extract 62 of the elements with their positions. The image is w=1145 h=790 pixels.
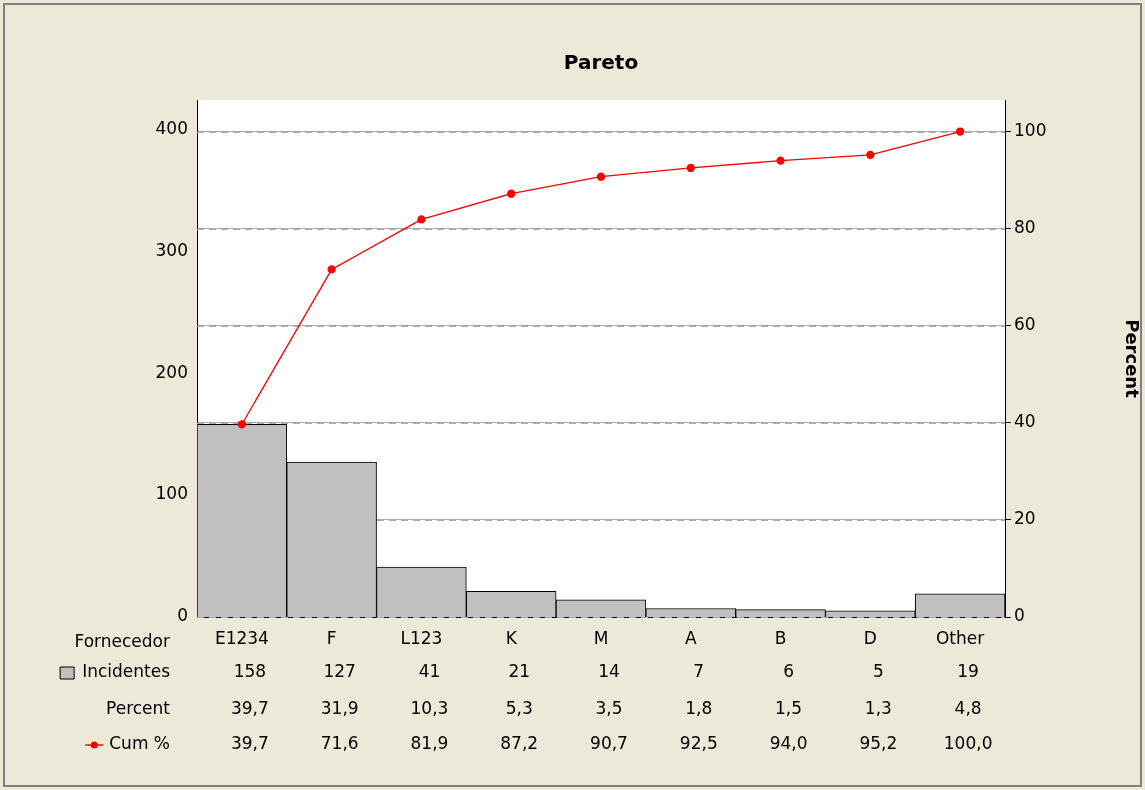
data-label: 100,0: [943, 733, 993, 754]
data-label: 19: [957, 661, 979, 682]
data-label: 41: [418, 661, 441, 682]
x-tick-label: E1234: [214, 627, 269, 648]
data-label: 87,2: [500, 733, 539, 754]
y-tick-label: 200: [155, 361, 188, 382]
x-tick-label: K: [505, 627, 518, 648]
y2-tick-label: 0: [1014, 605, 1025, 626]
x-tick-label: F: [326, 627, 337, 648]
text: Percent: [106, 698, 171, 719]
data-label: 95,2: [859, 733, 898, 754]
text: 10,3: [410, 698, 449, 719]
point: [507, 189, 516, 198]
point: [776, 156, 785, 165]
data-label: 90,7: [590, 733, 628, 754]
y2-tick-label: 40: [1014, 411, 1036, 432]
x-tick-label: Other: [935, 627, 985, 648]
x-tick-label: B: [774, 627, 787, 648]
data-label: 71,6: [320, 733, 359, 754]
y2-tick-label: 100: [1014, 119, 1047, 140]
y-tick-label: 0: [177, 605, 188, 626]
y2-tick-label: 80: [1014, 217, 1036, 238]
text: 4,8: [954, 698, 982, 719]
text: 1,3: [864, 698, 892, 719]
text: 5,3: [505, 698, 533, 719]
point: [417, 215, 426, 224]
data-label: 6: [783, 661, 794, 682]
y2-tick-label: 60: [1014, 314, 1036, 335]
y2-axis-title: Percent: [1121, 319, 1143, 399]
point: [596, 172, 606, 181]
y-tick-label: 300: [155, 239, 188, 260]
x-tick-label: D: [863, 627, 877, 648]
chart-title: Pareto: [563, 50, 639, 75]
x-axis-title: Fornecedor: [74, 631, 171, 652]
data-label: 127: [323, 661, 356, 682]
point: [327, 265, 336, 274]
legend-label: Cum %: [109, 733, 170, 754]
data-label: 5: [872, 661, 884, 682]
data-label: 94,0: [769, 733, 808, 754]
data-label: 39,7: [230, 733, 269, 754]
x-tick-label: A: [684, 627, 697, 648]
data-label: 7: [693, 661, 705, 682]
text: 39,7: [230, 698, 269, 719]
point: [955, 127, 965, 136]
text: 1,5: [775, 698, 803, 719]
legend-label: Incidentes: [82, 661, 171, 682]
x-tick-label: L123: [400, 627, 443, 648]
data-label: 81,9: [410, 733, 449, 754]
text: 1,8: [685, 698, 713, 719]
data-label: 158: [233, 661, 267, 682]
data-label: 21: [508, 661, 531, 682]
y-tick-label: 400: [155, 117, 188, 138]
point: [686, 163, 695, 173]
point: [866, 150, 875, 159]
data-label: 92,5: [679, 733, 718, 754]
y-tick-label: 100: [155, 483, 188, 504]
y2-tick-label: 20: [1014, 508, 1036, 529]
point: [237, 420, 247, 429]
text: 3,5: [595, 698, 623, 719]
x-tick-label: M: [593, 627, 609, 648]
data-label: 14: [598, 661, 620, 682]
text: 31,9: [320, 698, 359, 719]
